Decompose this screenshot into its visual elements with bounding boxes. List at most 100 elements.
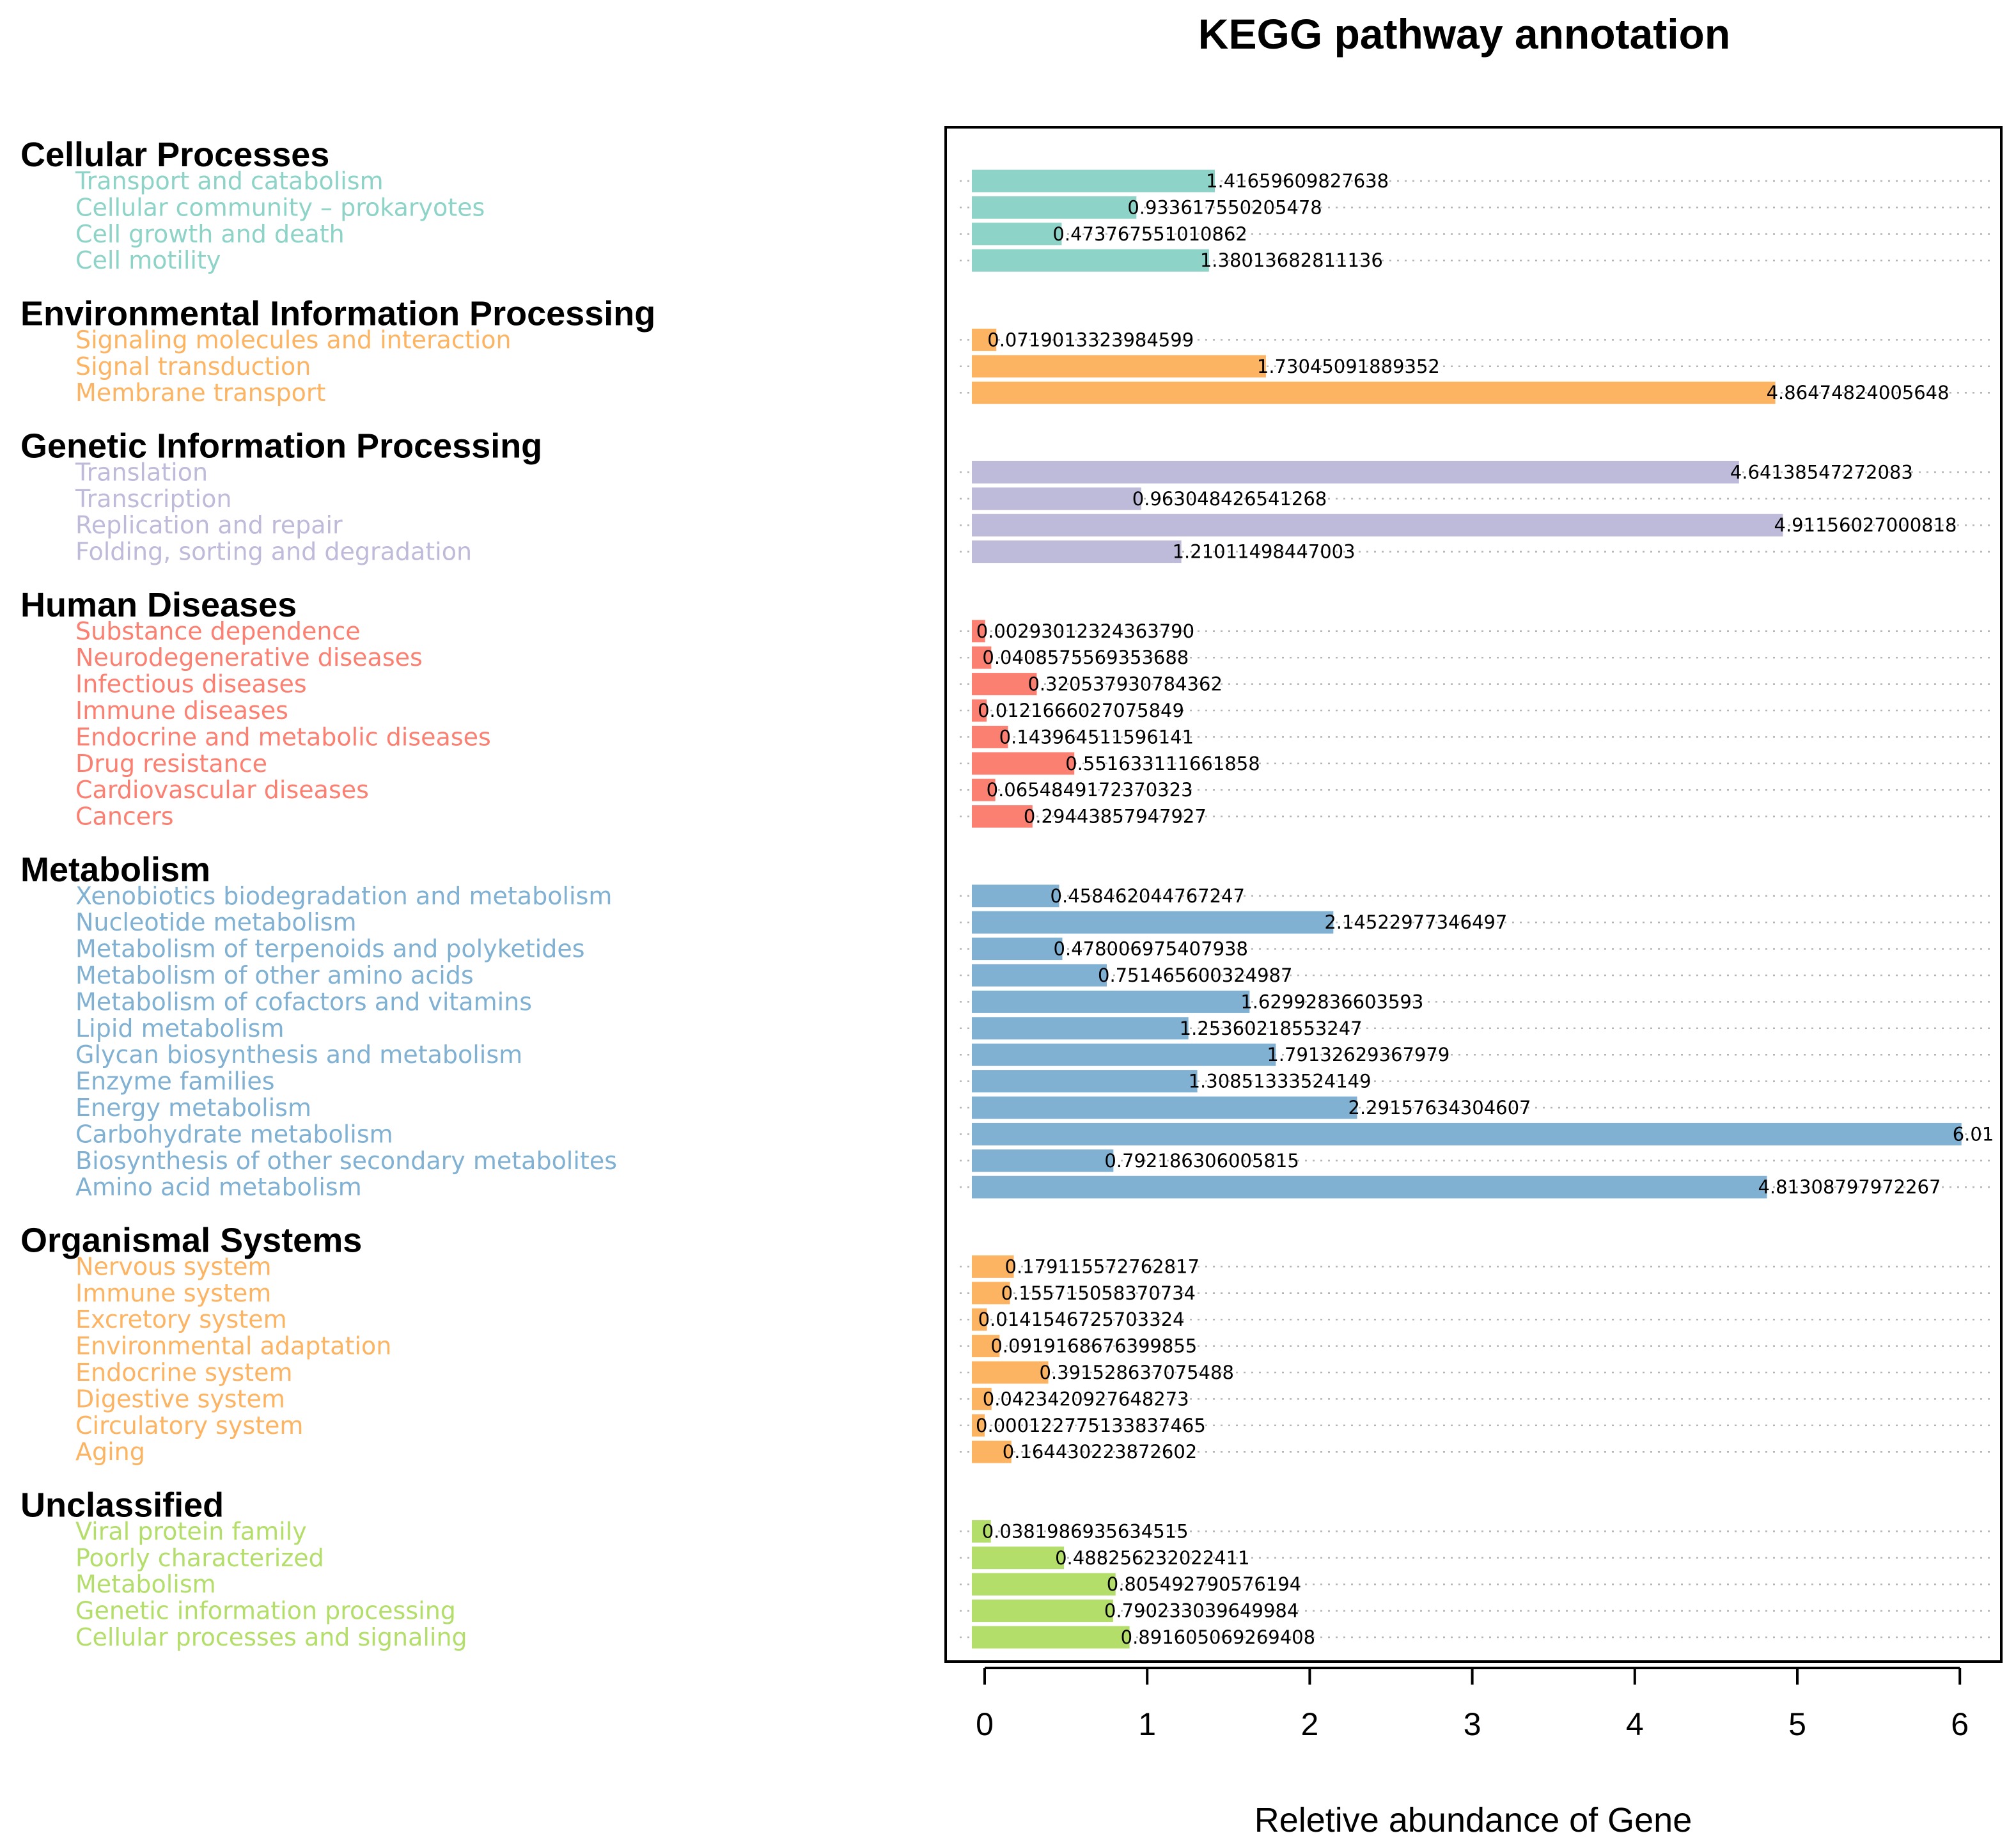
bar [972,1520,991,1543]
category-label: Translation [75,458,208,486]
bar-layer [972,169,1962,1649]
bar [972,381,1776,404]
data-label: 0.143964511596141 [999,726,1194,748]
category-label: Endocrine and metabolic diseases [75,723,491,751]
category-label: Lipid metabolism [75,1014,285,1042]
bar [972,328,997,351]
bar [972,1440,1012,1463]
category-label: Poorly characterized [75,1544,324,1572]
bar [972,1096,1357,1119]
data-label: 0.0408575569353688 [982,647,1189,668]
bar [972,196,1137,219]
bar [972,1176,1767,1199]
data-label: 0.000122775133837465 [976,1415,1206,1436]
category-label: Enzyme families [75,1067,275,1096]
category-label: Excretory system [75,1305,287,1333]
data-label: 0.473767551010862 [1052,223,1247,245]
category-label: Glycan biosynthesis and metabolism [75,1041,522,1069]
data-label: 0.551633111661858 [1065,753,1260,775]
bar [972,1255,1014,1278]
category-label: Membrane transport [75,379,325,407]
category-label: Cell growth and death [75,220,345,248]
data-label: 0.00293012324363790 [976,620,1194,642]
data-label: 4.64138547272083 [1730,461,1913,483]
data-label: 0.792186306005815 [1104,1150,1299,1172]
group-label: Human Diseases [20,586,297,624]
category-label: Metabolism of terpenoids and polyketides [75,935,585,963]
bar [972,752,1075,775]
data-label: 0.320537930784362 [1028,673,1222,695]
data-label: 1.38013682811136 [1200,249,1383,271]
category-label: Substance dependence [75,617,361,645]
data-label: 2.14522977346497 [1324,911,1507,933]
data-label: 0.0121666027075849 [978,700,1184,721]
x-tick-label: 6 [1951,1706,1969,1742]
category-label: Signaling molecules and interaction [75,326,512,354]
data-label: 4.81308797972267 [1758,1176,1941,1198]
category-label: Transport and catabolism [75,167,384,195]
bar [972,911,1334,934]
category-label: Infectious diseases [75,670,307,698]
bar [972,1546,1065,1569]
bar [972,646,992,669]
x-tick-label: 5 [1788,1706,1806,1742]
category-label: Energy metabolism [75,1094,311,1122]
category-label: Viral protein family [75,1517,307,1545]
category-label: Replication and repair [75,511,343,539]
data-label: 2.29157634304607 [1348,1097,1531,1119]
bar [972,1387,992,1410]
bar [972,1573,1116,1596]
bar [972,964,1107,987]
plot-frame [944,126,2003,1663]
category-label: Cancers [75,803,174,831]
x-tick-label: 1 [1138,1706,1156,1742]
category-label: Metabolism of other amino acids [75,961,474,989]
group-label: Metabolism [20,851,210,889]
bar [972,487,1141,510]
category-label: Environmental adaptation [75,1332,391,1360]
data-label: 0.179115572762817 [1005,1255,1199,1277]
category-label: Nervous system [75,1252,272,1280]
value-layer: 1.41659609827638 0.933617550205478 0.47376… [976,170,1994,1648]
bar [972,1017,1189,1040]
group-label: Unclassified [20,1486,224,1525]
bar [972,1335,1000,1358]
data-label: 0.155715058370734 [1001,1282,1196,1304]
category-label: Genetic information processing [75,1597,456,1625]
data-label: 1.79132629367979 [1267,1044,1449,1065]
x-tick-label: 3 [1464,1706,1481,1742]
category-label: Drug resistance [75,750,267,778]
bar [972,223,1062,246]
data-label: 0.805492790576194 [1107,1573,1301,1595]
group-label: Organismal Systems [20,1222,362,1260]
data-label: 0.0654849172370323 [987,779,1193,801]
bar [972,355,1266,378]
category-label: Amino acid metabolism [75,1173,362,1201]
x-tick-label: 4 [1626,1706,1644,1742]
bar [972,1149,1114,1172]
bar [972,1282,1010,1305]
data-label: 0.29443857947927 [1024,806,1207,828]
chart-title: KEGG pathway annotation [1198,10,1730,58]
bar [972,1600,1113,1623]
bar [972,1414,985,1437]
category-label: Cellular community – prokaryotes [75,193,485,221]
bar [972,805,1033,828]
data-label: 0.164430223872602 [1003,1441,1197,1463]
data-label: 0.391528637075488 [1040,1362,1234,1383]
bar [972,1308,987,1331]
data-label: 0.751465600324987 [1098,964,1292,986]
data-label: 0.0423420927648273 [983,1388,1189,1410]
category-label: Immune system [75,1279,271,1307]
data-label: 0.0141546725703324 [978,1309,1185,1330]
bar [972,540,1182,563]
category-label: Immune diseases [75,696,288,725]
category-label: Cardiovascular diseases [75,776,369,804]
data-label: 0.0381986935634515 [982,1520,1189,1542]
data-label: 1.62992836603593 [1240,991,1423,1012]
bar [972,938,1063,961]
category-label: Biosynthesis of other secondary metaboli… [75,1147,617,1175]
bar [972,1122,1962,1145]
